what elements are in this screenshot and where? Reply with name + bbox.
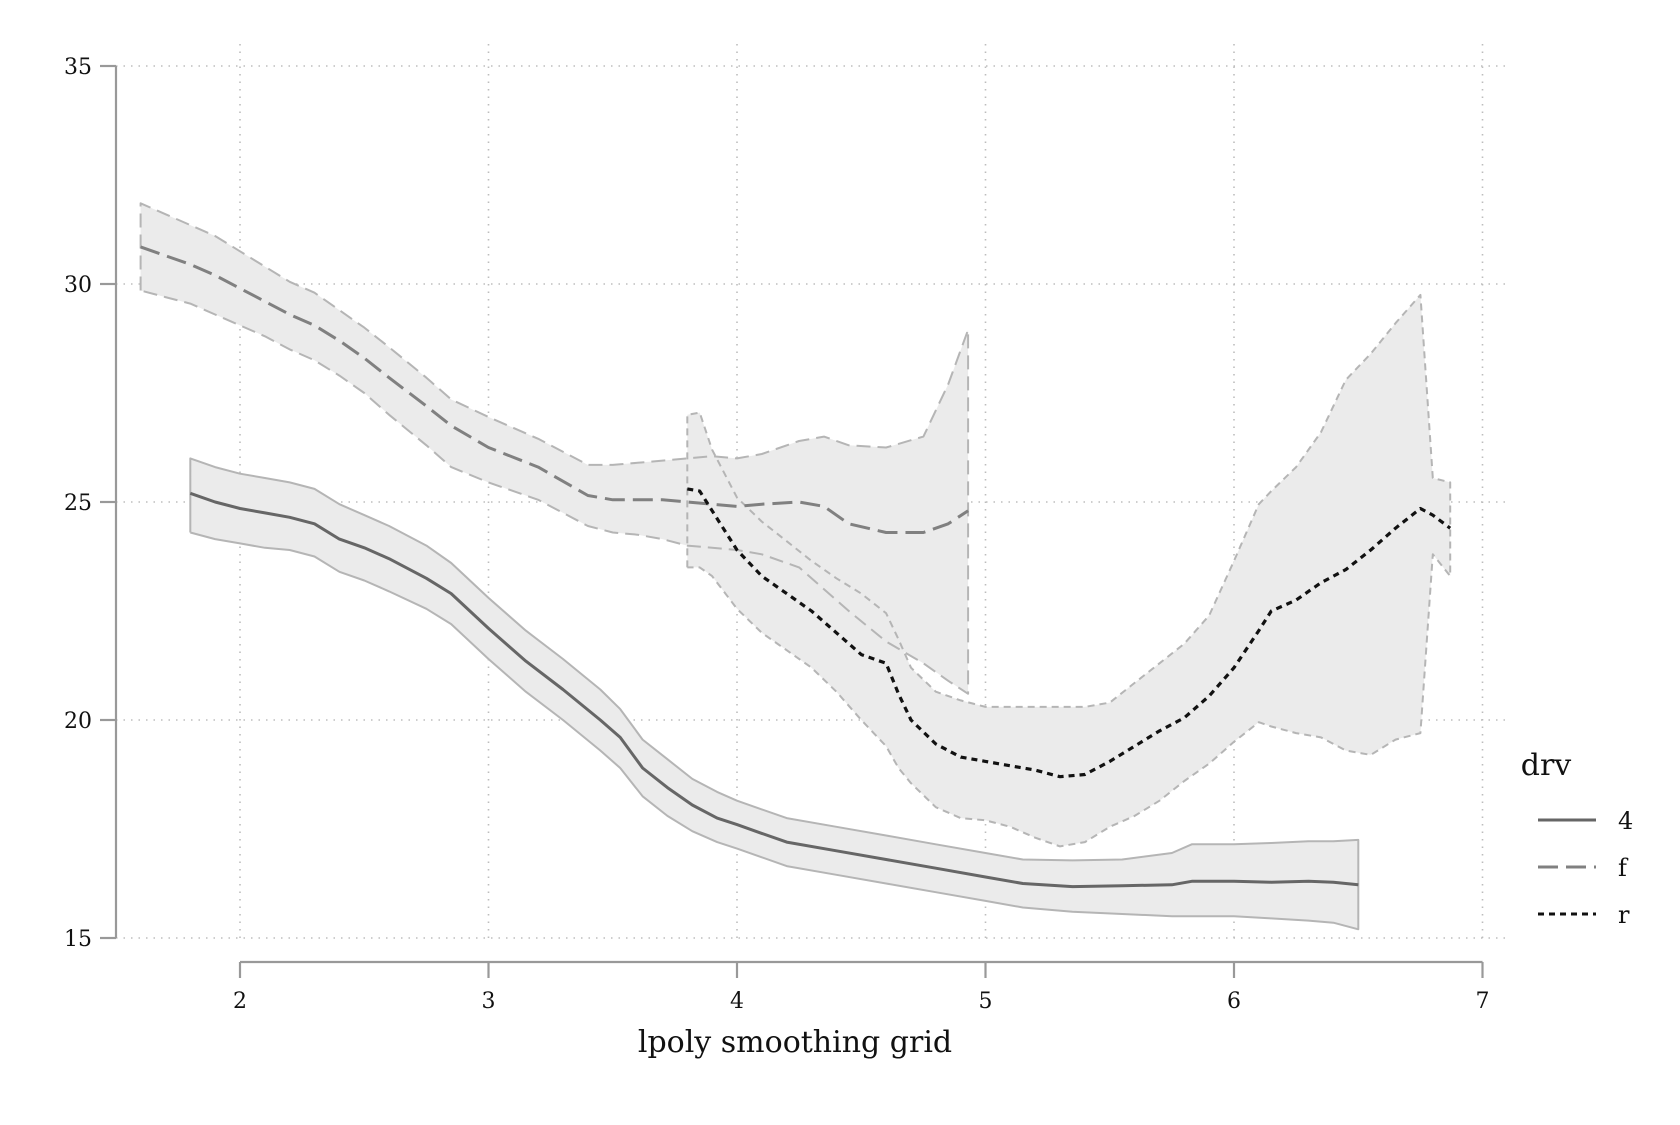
y-tick-label: 30 [64,273,92,298]
legend: drv 4 fr [1521,748,1634,929]
x-tick-label: 4 [730,989,744,1014]
series-line-4 [189,491,1359,889]
confidence-band-r [687,294,1451,847]
x-tick-label: 5 [979,989,993,1014]
legend-label-r: r [1618,901,1630,929]
x-tick-label: 6 [1227,989,1241,1014]
legend-label-4: 4 [1618,807,1633,835]
y-tick-label: 25 [64,491,92,516]
x-tick-label: 3 [482,989,496,1014]
axes: 15 20 25 30 35 2 3 4 5 6 7 [64,55,1490,1014]
legend-label-f: f [1618,854,1629,882]
y-tick-label: 15 [64,927,92,952]
legend-title: drv [1521,748,1572,783]
series-line-f [140,245,969,534]
band-edge-4 [189,457,1360,931]
series-lines [140,245,1452,889]
confidence-band-f [140,203,969,694]
band-edge-f [139,202,970,695]
confidence-bands [139,202,1452,931]
x-axis-title: lpoly smoothing grid [638,1025,952,1060]
band-edge-r [686,293,1452,848]
y-tick-label: 35 [64,55,92,80]
x-tick-label: 2 [233,989,247,1014]
y-tick-label: 20 [64,709,92,734]
series-line-r [687,487,1452,779]
x-tick-label: 7 [1476,989,1490,1014]
